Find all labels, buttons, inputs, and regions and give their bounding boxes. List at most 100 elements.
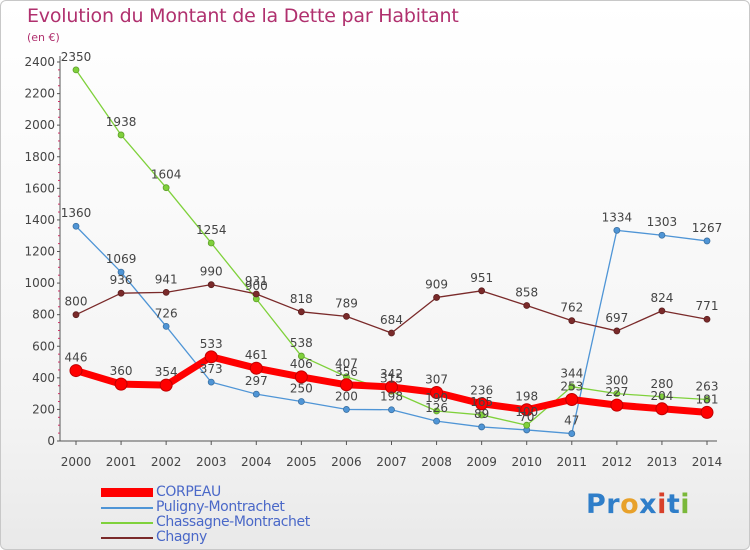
data-point bbox=[207, 239, 215, 247]
data-point bbox=[658, 393, 666, 401]
data-label: 936 bbox=[110, 273, 133, 287]
data-point bbox=[568, 317, 576, 325]
data-point bbox=[703, 237, 711, 245]
logo-part: Pr bbox=[586, 489, 621, 520]
y-tick-label: 1600 bbox=[24, 181, 55, 195]
data-label: 697 bbox=[605, 311, 628, 325]
data-point bbox=[162, 289, 170, 296]
proxiti-logo: Proxiti bbox=[586, 489, 690, 520]
y-tick-label: 2400 bbox=[24, 55, 55, 69]
y-tick-label: 200 bbox=[32, 402, 55, 416]
data-point bbox=[520, 403, 534, 417]
data-point bbox=[207, 378, 215, 386]
y-tick-label: 2000 bbox=[24, 118, 55, 132]
data-label: 990 bbox=[200, 265, 223, 279]
legend-swatch bbox=[101, 530, 153, 545]
data-label: 1254 bbox=[196, 223, 227, 237]
data-label: 684 bbox=[380, 313, 403, 327]
legend-item: CORPEAU bbox=[101, 485, 401, 500]
x-tick-label: 2008 bbox=[421, 455, 452, 469]
x-tick-label: 2005 bbox=[286, 455, 317, 469]
data-label: 900 bbox=[245, 279, 268, 293]
data-label: 344 bbox=[560, 367, 583, 381]
data-label: 461 bbox=[245, 348, 268, 362]
data-point bbox=[159, 378, 173, 392]
data-point bbox=[388, 329, 395, 337]
y-tick-label: 2200 bbox=[24, 87, 55, 101]
data-point bbox=[294, 370, 308, 384]
data-label: 307 bbox=[425, 373, 448, 387]
x-tick-label: 2006 bbox=[331, 455, 362, 469]
data-point bbox=[433, 417, 440, 425]
data-label: 89 bbox=[474, 407, 489, 421]
data-point bbox=[114, 377, 128, 391]
data-label: 250 bbox=[290, 382, 313, 396]
data-label: 263 bbox=[696, 379, 719, 393]
data-label: 909 bbox=[425, 277, 448, 291]
data-label: 354 bbox=[155, 365, 178, 379]
data-point bbox=[297, 308, 305, 316]
data-point bbox=[297, 398, 305, 405]
data-label: 236 bbox=[470, 384, 493, 398]
data-label: 1938 bbox=[106, 115, 137, 129]
data-label: 1360 bbox=[61, 206, 92, 220]
x-tick-label: 2014 bbox=[692, 455, 723, 469]
data-point bbox=[162, 322, 170, 330]
logo-part: i bbox=[657, 489, 667, 520]
data-point bbox=[478, 423, 486, 431]
data-label: 858 bbox=[515, 286, 538, 300]
data-point bbox=[252, 290, 260, 298]
data-point bbox=[433, 294, 440, 301]
data-label: 280 bbox=[650, 377, 673, 391]
data-point bbox=[72, 66, 80, 74]
logo-part: t bbox=[666, 489, 681, 520]
data-label: 941 bbox=[155, 272, 178, 286]
data-point bbox=[252, 390, 260, 398]
data-label: 342 bbox=[380, 367, 403, 381]
y-tick-label: 400 bbox=[32, 371, 55, 385]
data-point bbox=[613, 390, 621, 398]
data-label: 126 bbox=[425, 401, 448, 415]
x-tick-label: 2003 bbox=[196, 455, 227, 469]
data-label: 373 bbox=[200, 362, 223, 376]
y-tick-label: 800 bbox=[32, 308, 55, 322]
data-label: 824 bbox=[650, 291, 673, 305]
data-label: 533 bbox=[200, 337, 223, 351]
data-label: 762 bbox=[560, 301, 583, 315]
logo-part: o bbox=[620, 489, 640, 520]
data-label: 1334 bbox=[602, 210, 633, 224]
data-point bbox=[700, 405, 714, 419]
x-tick-label: 2011 bbox=[557, 455, 588, 469]
chart-title: Evolution du Montant de la Dette par Hab… bbox=[27, 5, 459, 27]
legend-swatch bbox=[101, 500, 153, 515]
data-point bbox=[207, 281, 215, 289]
data-label: 200 bbox=[335, 389, 358, 403]
data-label: 771 bbox=[696, 299, 719, 313]
logo-part: i bbox=[680, 489, 691, 520]
data-label: 190 bbox=[425, 391, 448, 405]
data-label: 300 bbox=[605, 374, 628, 388]
data-point bbox=[655, 402, 669, 416]
data-label: 227 bbox=[605, 385, 628, 399]
data-point bbox=[117, 289, 125, 297]
legend-item: Chassagne-Montrachet bbox=[101, 515, 401, 530]
data-point bbox=[433, 407, 440, 415]
data-point bbox=[204, 350, 218, 364]
y-tick-label: 1800 bbox=[24, 150, 55, 164]
data-point bbox=[478, 411, 486, 419]
data-label: 198 bbox=[380, 390, 403, 404]
data-label: 818 bbox=[290, 292, 313, 306]
y-tick-label: 0 bbox=[47, 434, 55, 448]
x-tick-label: 2012 bbox=[602, 455, 633, 469]
data-point bbox=[72, 222, 80, 230]
data-label: 931 bbox=[245, 274, 268, 288]
data-point bbox=[297, 352, 305, 360]
data-point bbox=[613, 226, 621, 234]
data-point bbox=[658, 307, 666, 315]
chart-unit-label: (en €) bbox=[27, 31, 60, 44]
legend-label: Chassagne-Montrachet bbox=[156, 514, 310, 530]
data-point bbox=[343, 313, 350, 320]
data-point bbox=[249, 361, 263, 375]
data-label: 407 bbox=[335, 357, 358, 371]
